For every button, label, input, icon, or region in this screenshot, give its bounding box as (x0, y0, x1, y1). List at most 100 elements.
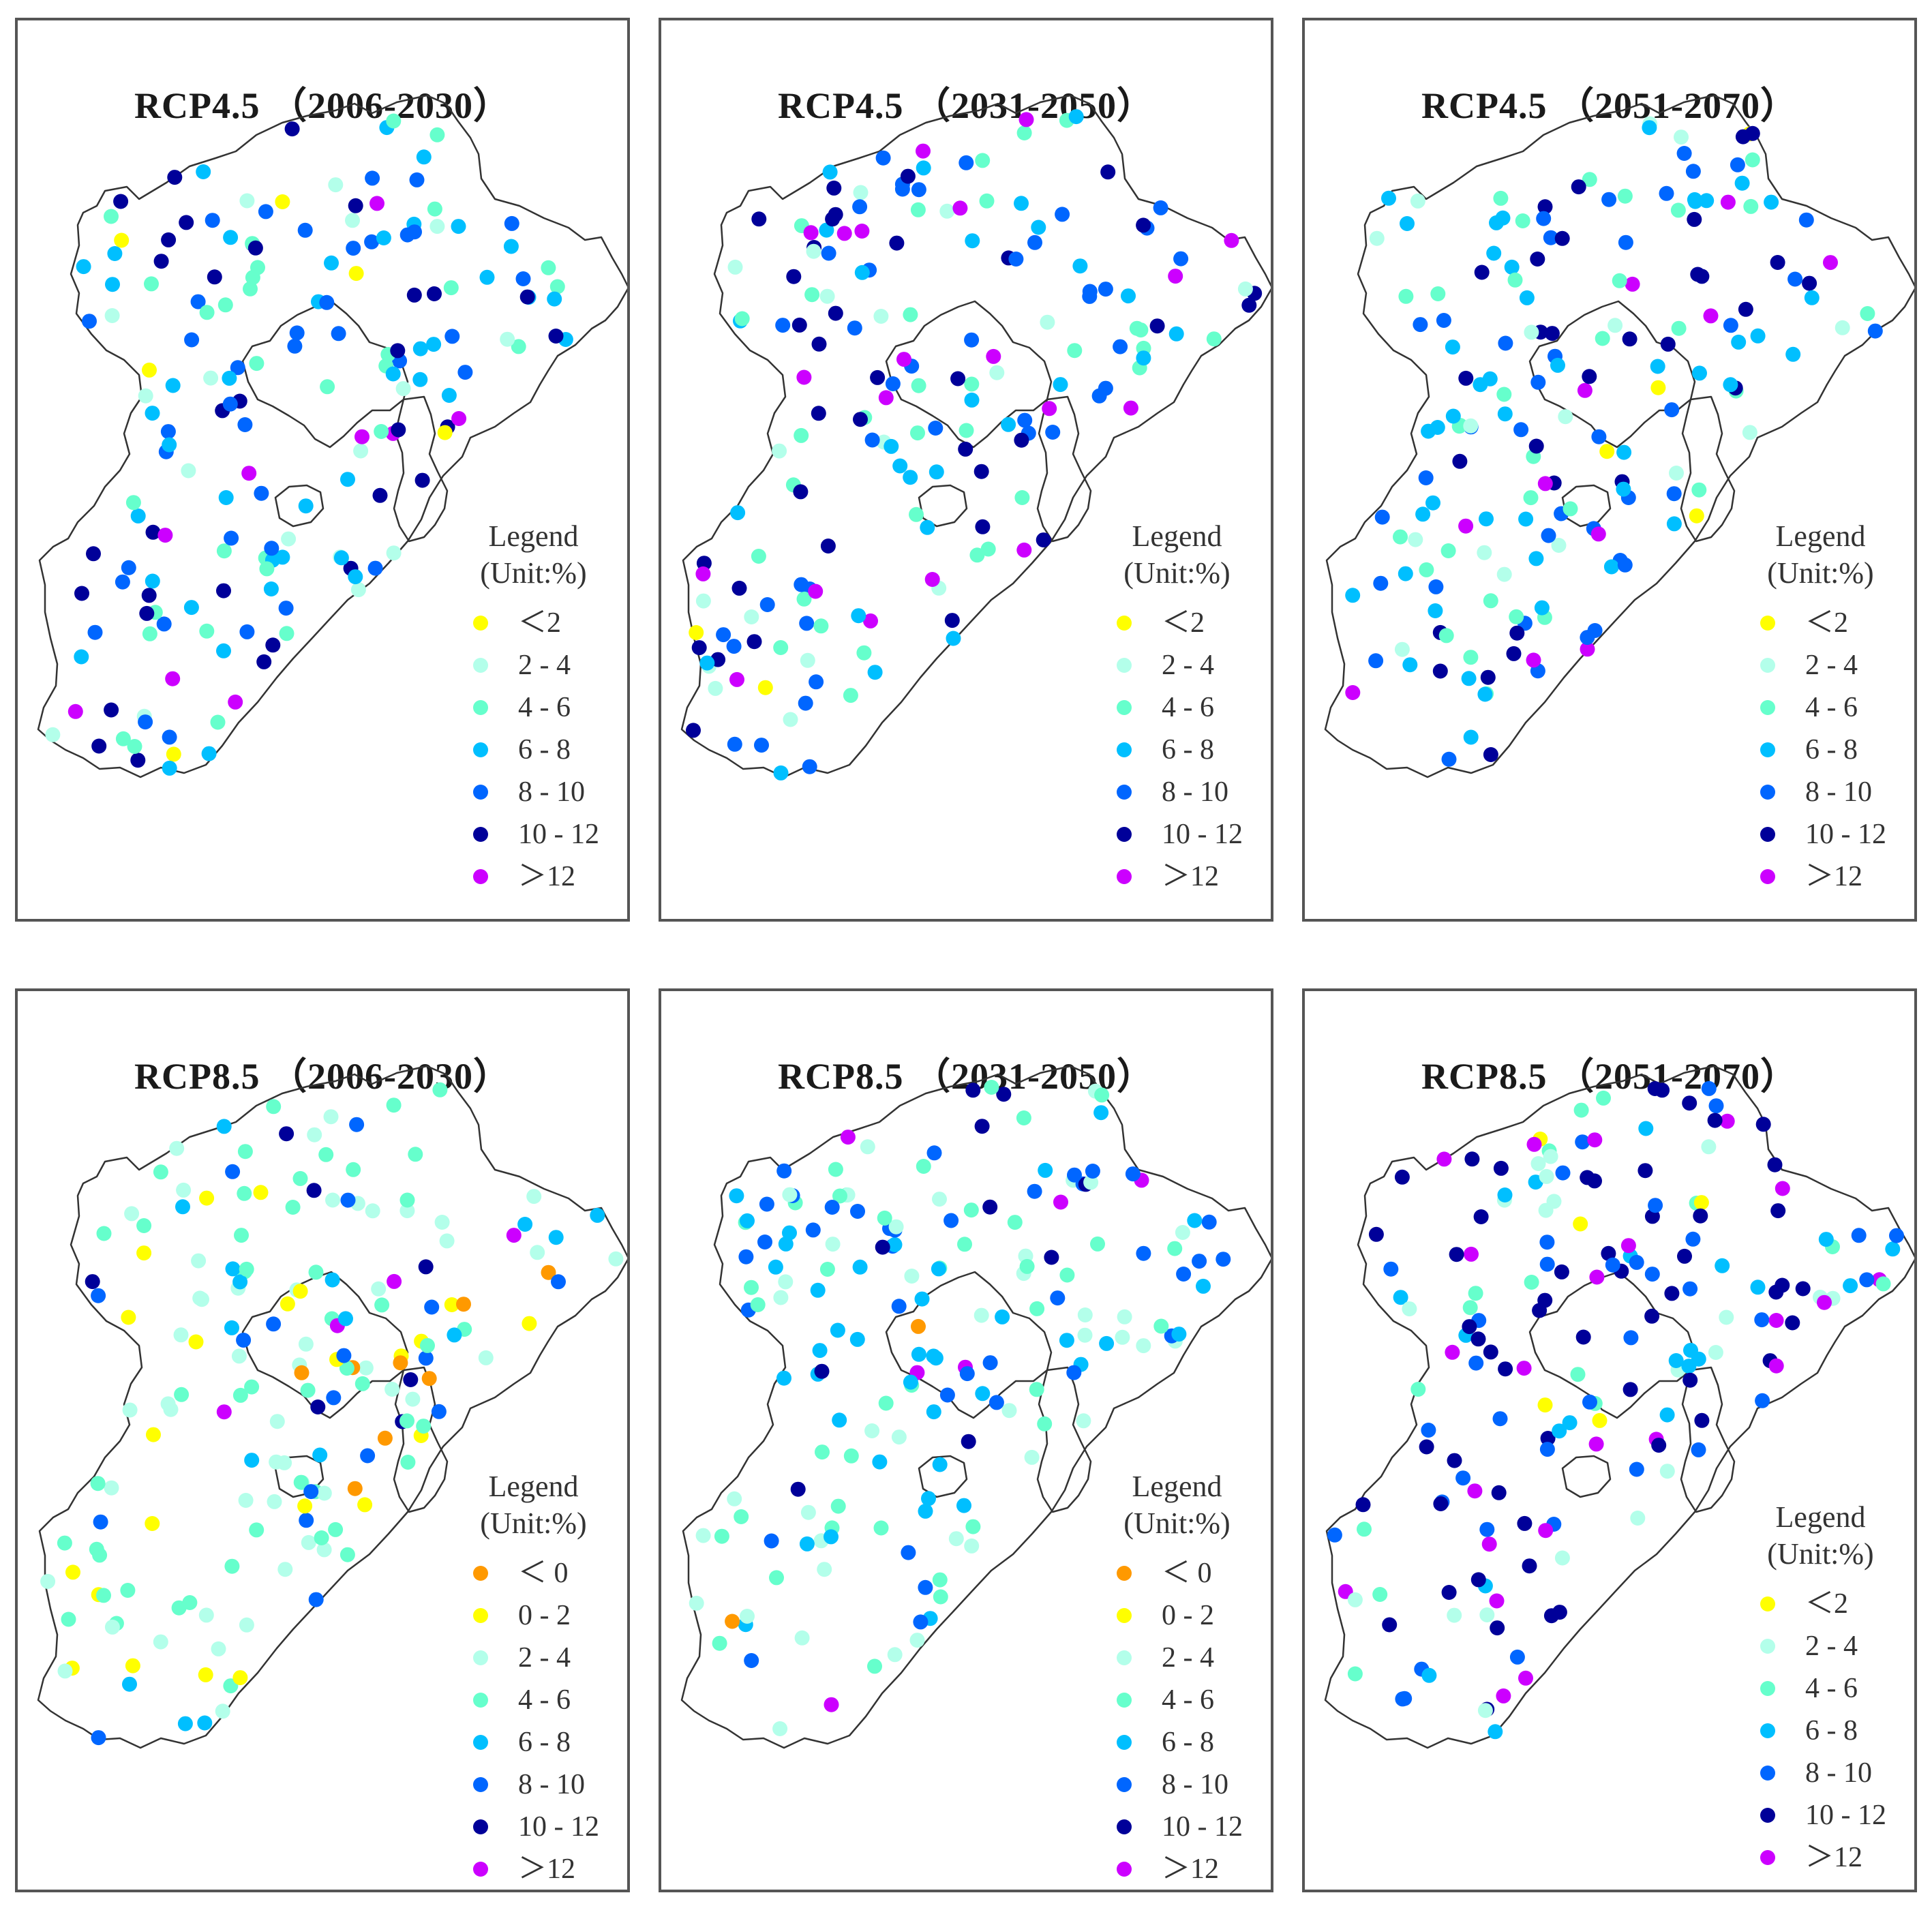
hebei-boundary (680, 94, 1271, 778)
station-dot (800, 1504, 816, 1520)
station-dot (1851, 1228, 1867, 1243)
station-dot (239, 193, 255, 209)
station-dot (278, 601, 294, 616)
station-dot (926, 1145, 942, 1161)
legend-label: 2 - 4 (1805, 650, 1858, 681)
station-dot (1368, 653, 1384, 669)
station-dot (1537, 199, 1553, 215)
station-dot (1731, 334, 1747, 350)
station-dot (982, 1355, 998, 1371)
station-dot (1462, 1319, 1477, 1335)
legend: Legend (Unit:%) ＜ 0 0 - 2 2 - 4 4 - 6 6 - 8 8… (1111, 1472, 1243, 1890)
station-dot (1196, 1278, 1211, 1294)
station-dot (1539, 1442, 1555, 1457)
station-dot (1481, 1536, 1497, 1552)
legend-item: ＜2 (1111, 602, 1243, 644)
station-dot (854, 264, 870, 280)
station-dots (45, 113, 573, 776)
legend-label: 0 - 2 (1162, 1600, 1214, 1631)
station-dot (1651, 1438, 1667, 1453)
station-dot (963, 1202, 979, 1218)
station-dot (184, 332, 200, 348)
station-dot (174, 1387, 190, 1402)
station-dot (243, 281, 258, 297)
station-dot (1008, 252, 1024, 267)
station-dot (1563, 501, 1578, 517)
station-dot (372, 487, 388, 503)
station-dot (975, 153, 991, 168)
legend-label: 4 - 6 (1162, 692, 1214, 723)
station-dot (1029, 1301, 1045, 1316)
station-dot (407, 224, 422, 240)
legend-item: 10 - 12 (1111, 1806, 1243, 1848)
station-dot (169, 1140, 185, 1156)
station-dot (294, 1365, 310, 1380)
station-dot (237, 1144, 253, 1160)
station-dot (244, 1453, 260, 1468)
legend-swatch (473, 1650, 488, 1665)
station-dot (727, 736, 742, 752)
station-dot (1582, 369, 1597, 384)
station-dot (1024, 1449, 1040, 1465)
station-dot (239, 1617, 254, 1633)
station-dot (1519, 290, 1535, 305)
station-dot (1115, 1329, 1130, 1345)
station-dot (878, 390, 894, 406)
station-dot (1224, 232, 1239, 248)
station-dot (104, 702, 119, 718)
station-dot (292, 1284, 308, 1299)
station-dot (1395, 1691, 1410, 1707)
station-dot (279, 1126, 295, 1142)
station-dot (909, 506, 924, 522)
legend: Legend (Unit:%) ＜2 2 - 4 4 - 6 6 - 8 8 - 10 1… (1111, 521, 1243, 898)
station-dot (289, 325, 305, 341)
station-dot (346, 1162, 361, 1177)
station-dot (1699, 193, 1715, 209)
station-dot (216, 643, 231, 658)
station-dot (1040, 314, 1055, 330)
station-dot (104, 1619, 120, 1635)
station-dot (1428, 603, 1443, 618)
station-dot (1770, 1203, 1786, 1219)
station-dot (1537, 1292, 1553, 1308)
station-dot (90, 1476, 106, 1491)
legend-item: 4 - 6 (468, 686, 599, 729)
station-dot (318, 1147, 334, 1162)
station-dot (324, 1272, 340, 1288)
station-dot (1477, 545, 1492, 560)
station-dot (863, 613, 878, 629)
station-dot (819, 288, 835, 304)
station-dot (139, 605, 155, 621)
station-dot (1445, 408, 1461, 424)
station-dot (786, 269, 802, 284)
map-area (1324, 1065, 1914, 1749)
station-dot (926, 1404, 941, 1420)
station-dot (146, 1427, 161, 1442)
legend-item: ＜2 (1755, 1583, 1886, 1625)
station-dot (1430, 286, 1446, 301)
station-dot (1629, 1254, 1644, 1270)
station-dot (903, 307, 918, 322)
station-dot (1720, 194, 1736, 210)
station-dot (1518, 1670, 1533, 1686)
station-dots (40, 1082, 624, 1746)
station-dot (104, 1480, 119, 1496)
station-dot (92, 1547, 108, 1563)
legend-label: ＞12 (1805, 861, 1863, 892)
station-dot (840, 1130, 856, 1145)
station-dot (699, 655, 715, 671)
station-dot (1644, 1308, 1660, 1324)
station-dot (1458, 518, 1474, 534)
station-dot (757, 1235, 772, 1250)
station-dot (399, 1203, 415, 1219)
station-dot (245, 270, 260, 286)
beijing-boundary (241, 300, 409, 449)
legend-item: ＞12 (468, 855, 599, 898)
station-dot (1470, 1331, 1486, 1347)
station-dot (297, 1498, 313, 1514)
station-dot (851, 608, 866, 624)
station-dot (1491, 1485, 1507, 1500)
station-dot (357, 1497, 373, 1513)
station-dot (40, 1573, 56, 1589)
